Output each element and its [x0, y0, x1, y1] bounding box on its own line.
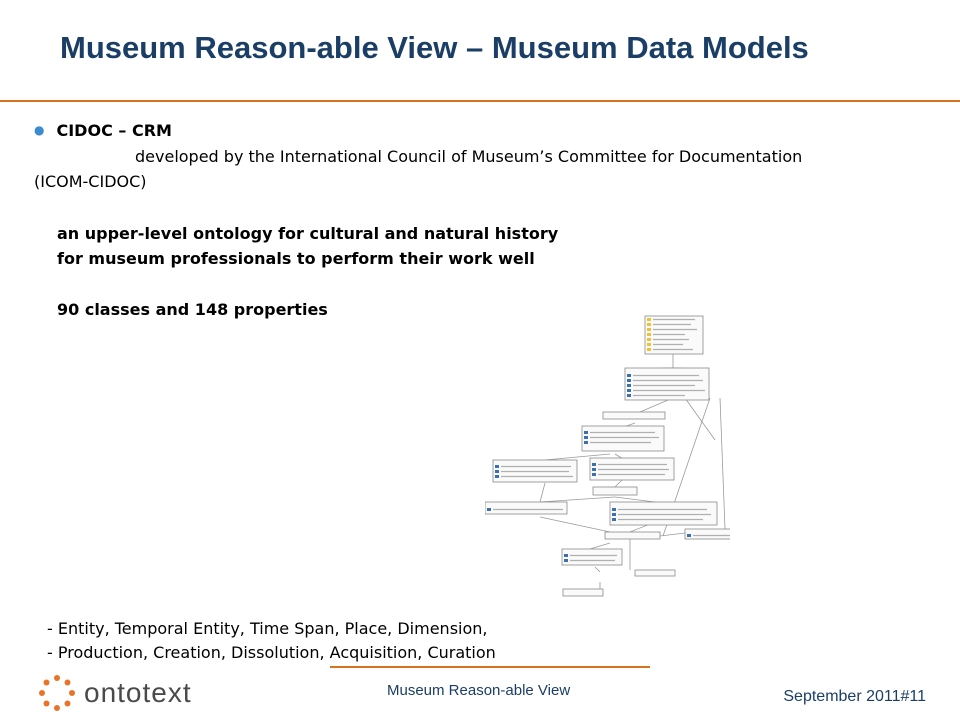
highlight-professionals: for museum professionals to perform thei…	[57, 249, 535, 268]
entity-list-line-2: - Production, Creation, Dissolution, Acq…	[47, 643, 496, 662]
ontology-diagram	[485, 315, 730, 597]
footer-presentation-title: Museum Reason-able View	[387, 682, 571, 699]
bullet-dot-icon: ●	[34, 123, 45, 137]
description-line-2: (ICOM-CIDOC)	[34, 172, 147, 191]
highlight-ontology: an upper-level ontology for cultural and…	[57, 224, 559, 243]
footer-date-page: September 2011#11	[783, 688, 926, 705]
slide-title: Museum Reason-able View – Museum Data Mo…	[60, 30, 809, 65]
footer-divider	[330, 666, 650, 668]
ontotext-dots-icon	[39, 675, 75, 711]
ontotext-logo: ontotext	[38, 674, 192, 712]
highlight-class-count: 90 classes and 148 properties	[57, 300, 328, 319]
bullet-text: CIDOC – CRM	[56, 121, 172, 140]
entity-list-line-1: - Entity, Temporal Entity, Time Span, Pl…	[47, 619, 488, 638]
bullet-cidoc-crm: ● CIDOC – CRM	[34, 121, 172, 140]
description-line-1: developed by the International Council o…	[135, 147, 803, 166]
title-divider	[0, 100, 960, 102]
logo-text: ontotext	[84, 677, 192, 708]
